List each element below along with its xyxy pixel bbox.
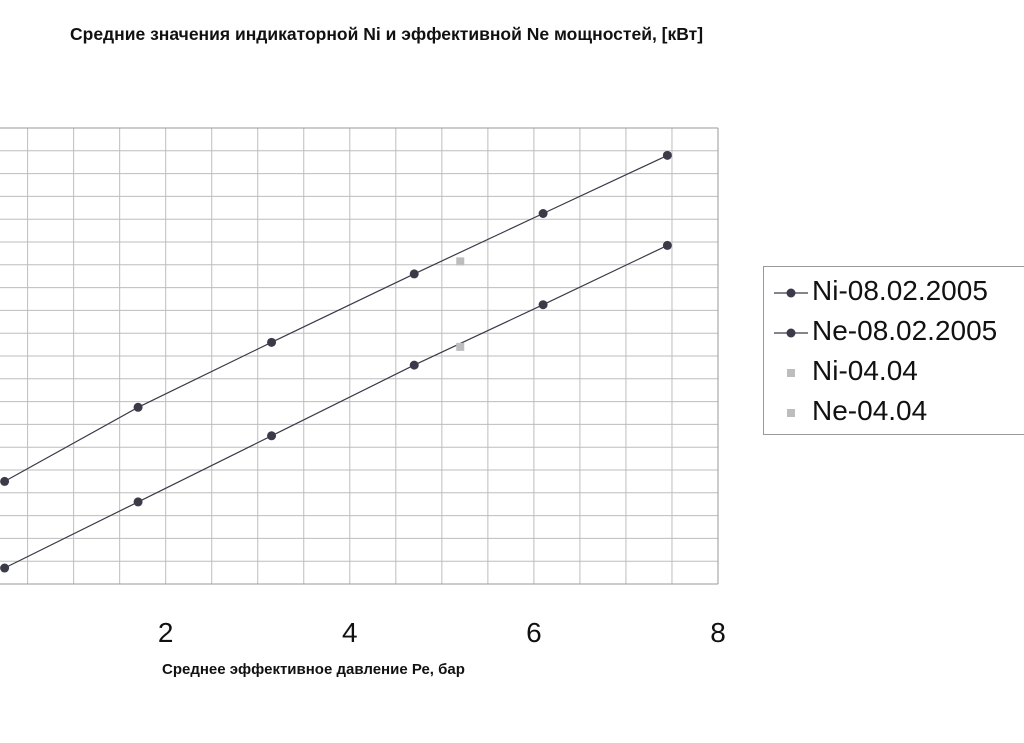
series-layer [0, 150, 672, 573]
data-point [662, 240, 672, 250]
legend-line-marker-icon [774, 288, 808, 298]
data-point [409, 269, 419, 279]
series-line [4, 154, 668, 482]
data-point [0, 476, 10, 486]
legend-square-marker-icon [787, 369, 795, 377]
grid-lines [0, 127, 719, 585]
data-point [456, 342, 465, 351]
x-tick-labels: 2 4 6 8 [158, 617, 726, 648]
data-point [456, 257, 465, 266]
legend-item: Ni-08.02.2005 [764, 273, 1024, 313]
legend-item: Ne-04.04 [764, 393, 1024, 433]
legend-item: Ni-04.04 [764, 353, 1024, 393]
legend-label: Ne-04.04 [812, 395, 928, 426]
legend-item: Ne-08.02.2005 [764, 313, 1024, 353]
x-tick-label: 2 [158, 617, 174, 648]
series-group [0, 150, 672, 486]
x-tick-label: 6 [526, 617, 542, 648]
data-point [409, 360, 419, 370]
data-point [0, 563, 10, 573]
series-group [456, 342, 465, 351]
data-point [538, 300, 548, 310]
x-tick-label: 8 [710, 617, 726, 648]
series-group [456, 257, 465, 266]
legend-label: Ni-04.04 [812, 355, 918, 386]
legend-label: Ni-08.02.2005 [812, 275, 988, 306]
legend-label: Ne-08.02.2005 [812, 315, 998, 346]
legend-square-marker-icon [787, 409, 795, 417]
chart-title: Средние значения индикаторной Ni и эффек… [70, 24, 704, 44]
data-point [133, 497, 143, 507]
data-point [662, 150, 672, 160]
x-tick-label: 4 [342, 617, 358, 648]
legend: Ni-08.02.2005 Ne-08.02.2005 Ni-04.04 Ne-04.… [763, 266, 1024, 435]
data-point [538, 209, 548, 218]
series-line [4, 244, 668, 569]
data-point [267, 431, 277, 441]
series-group [0, 240, 672, 573]
x-axis-title: Среднее эффективное давление Ре, бар [162, 661, 465, 678]
legend-line-marker-icon [774, 328, 808, 338]
data-point [133, 402, 143, 412]
data-point [267, 337, 277, 347]
